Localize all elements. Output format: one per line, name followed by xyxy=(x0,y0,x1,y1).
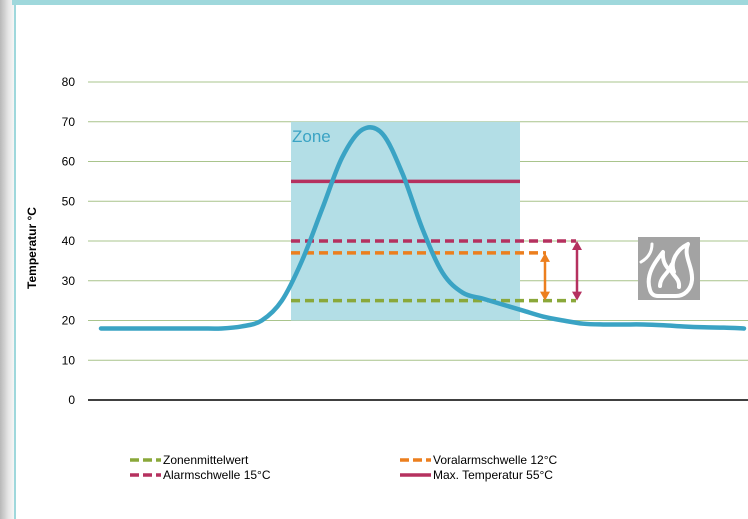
y-tick-label: 30 xyxy=(62,274,76,288)
legend-label: Max. Temperatur 55°C xyxy=(433,468,553,482)
legend-item: Voralarmschwelle 12°C xyxy=(400,453,558,467)
y-tick-label: 10 xyxy=(62,353,76,367)
zone-rect xyxy=(291,121,520,321)
legend-item: Max. Temperatur 55°C xyxy=(400,468,553,482)
temperature-series-line xyxy=(98,125,747,331)
legend: Zonenmittelwert Voralarmschwelle 12°C Alar… xyxy=(130,453,558,482)
y-tick-label: 60 xyxy=(62,155,76,169)
y-tick-labels: 0 10 20 30 40 50 60 70 80 xyxy=(62,75,76,407)
legend-label: Alarmschwelle 15°C xyxy=(163,468,271,482)
y-tick-label: 50 xyxy=(62,194,76,208)
y-tick-label: 0 xyxy=(68,393,75,407)
window-frame-top xyxy=(12,0,748,5)
legend-label: Voralarmschwelle 12°C xyxy=(433,453,558,467)
legend-item: Alarmschwelle 15°C xyxy=(130,468,271,482)
difference-arrows xyxy=(540,241,582,301)
voralarm-difference-arrow xyxy=(540,252,550,301)
window-frame-left xyxy=(0,0,14,519)
y-tick-label: 70 xyxy=(62,115,76,129)
legend-item: Zonenmittelwert xyxy=(130,453,249,467)
y-tick-label: 40 xyxy=(62,234,76,248)
fire-icon xyxy=(638,237,700,300)
y-tick-label: 20 xyxy=(62,314,76,328)
y-axis-label: Temperatur °C xyxy=(25,207,39,289)
legend-label: Zonenmittelwert xyxy=(163,453,249,467)
alarm-difference-arrow xyxy=(572,241,582,301)
y-tick-label: 80 xyxy=(62,75,76,89)
threshold-lines xyxy=(291,179,576,303)
zone-label: Zone xyxy=(292,127,331,146)
